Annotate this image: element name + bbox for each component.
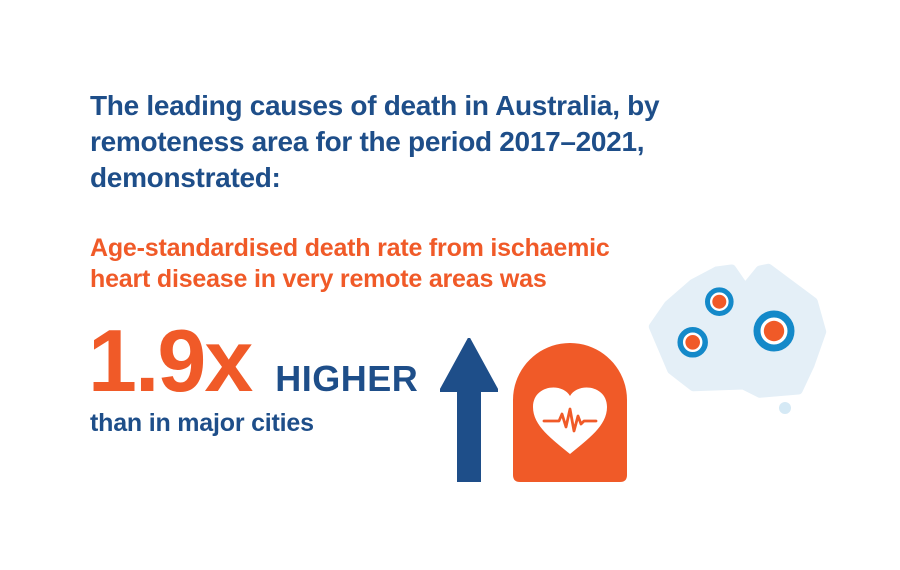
australia-map-icon: [648, 263, 827, 414]
subheading-line: Age-standardised death rate from ischaem…: [90, 234, 610, 262]
map-marker-icon: [705, 287, 734, 317]
australia-silhouette: [648, 263, 827, 398]
up-arrow-shape: [440, 338, 498, 482]
stat-comparison: than in major cities: [90, 409, 314, 437]
tombstone-heart-icon: [513, 343, 627, 482]
stat-value: 1.9x: [88, 311, 253, 410]
page-title: The leading causes of death in Australia…: [90, 88, 710, 196]
ecg-pulse-icon: [542, 407, 598, 433]
map-marker-icon: [753, 310, 795, 352]
stat-qualifier: HIGHER: [275, 358, 419, 399]
heart-icon: [533, 387, 607, 454]
subheading: Age-standardised death rate from ischaem…: [90, 233, 690, 295]
page-title-line: The leading causes of death in Australia…: [90, 90, 660, 121]
tasmania-dot-icon: [779, 402, 791, 414]
page-title-line: remoteness area for the period 2017–2021…: [90, 126, 645, 157]
subheading-line: heart disease in very remote areas was: [90, 265, 547, 293]
page-title-line: demonstrated:: [90, 162, 281, 193]
stat-row: 1.9x HIGHER: [88, 311, 419, 410]
map-marker-icon: [677, 327, 708, 358]
up-arrow-icon: [440, 338, 498, 482]
